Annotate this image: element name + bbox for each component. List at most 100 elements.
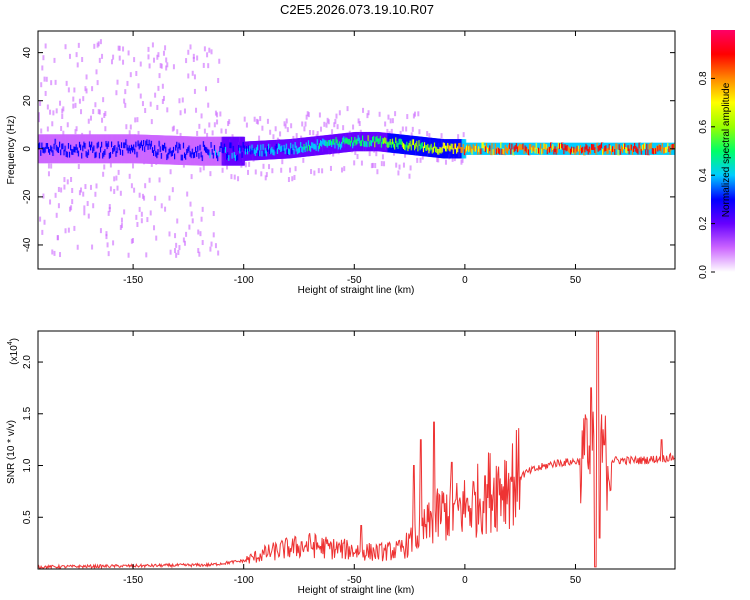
spectrogram-cell [91, 86, 94, 92]
spectrogram-cell [218, 58, 221, 64]
spectrogram-cell [155, 235, 158, 241]
snr-panel: -150 -100 -50 0 50 0.5 1.0 1.5 2.0 Height of st… [6, 330, 676, 596]
spectrogram-cell [165, 57, 168, 63]
spectrogram-cell [181, 97, 184, 103]
spectrogram-cell [67, 87, 70, 93]
spectrogram-cell [162, 50, 165, 56]
snr-series-line [38, 331, 675, 569]
spectrogram-cell [45, 76, 48, 82]
spectrogram-cell [151, 42, 154, 48]
spectrogram-cell [49, 109, 52, 115]
spectrogram-cell [76, 62, 79, 68]
spectrogram-cell [217, 77, 220, 83]
spectrogram-cell [428, 133, 431, 139]
spectrogram-cell [206, 132, 209, 138]
spectrogram-cell [109, 162, 112, 168]
spectrogram-cell [412, 113, 415, 119]
spectrogram-cell [133, 57, 136, 63]
spectrogram-cell [136, 221, 139, 227]
spectrogram-cell [416, 157, 419, 163]
spectrogram-cell [325, 122, 328, 128]
spectrogram-cell [49, 199, 52, 205]
spectrogram-cell [140, 211, 143, 217]
spectrogram-cell [237, 176, 240, 182]
spectrogram-cell [204, 86, 207, 92]
spectrogram-cell [392, 150, 395, 156]
spectrogram-marks [38, 39, 675, 258]
spectrogram-cell [418, 129, 421, 135]
spectrogram-cell [357, 118, 360, 124]
spectrogram-cell [321, 168, 324, 174]
spectrogram-cell [110, 59, 113, 65]
spectrogram-cell [164, 206, 167, 212]
spectrogram-cell [284, 123, 287, 129]
spectrogram-cell [338, 110, 341, 116]
spectrogram-cell [444, 159, 447, 165]
spectrogram-cell [207, 63, 210, 69]
spectrogram-cell [83, 210, 86, 216]
spectrogram-cell [395, 162, 398, 168]
spectrogram-cell [128, 173, 131, 179]
spectrogram-cell [371, 162, 374, 168]
colorbar-tick-label: 0.4 [698, 168, 709, 182]
spectrogram-cell [182, 162, 185, 168]
spectrogram-cell [210, 49, 213, 55]
spectrogram-cell [64, 228, 67, 234]
spectrogram-cell [389, 118, 392, 124]
spectrogram-cell [135, 214, 138, 220]
spectrogram-cell [154, 92, 157, 98]
spectrogram-cell [68, 206, 71, 212]
spectrogram-cell [84, 184, 87, 190]
spectrogram-cell [118, 45, 121, 51]
spectrogram-cell [56, 235, 59, 241]
colorbar-tick-label: 0.2 [698, 216, 709, 230]
y-tick-label: 1.0 [22, 458, 33, 472]
spectrogram-cell [128, 130, 131, 136]
spectrogram-cell [46, 126, 49, 132]
spectrogram-cell [274, 126, 277, 132]
spectrogram-cell [213, 122, 216, 128]
spectrogram-cell [127, 50, 130, 56]
spectrogram-cell [138, 206, 141, 212]
spectrogram-cell [116, 185, 119, 191]
spectrogram-cell [262, 163, 265, 169]
spectrogram-cell [76, 244, 79, 250]
spectrogram-cell [214, 243, 217, 249]
spectrogram-cell [147, 54, 150, 60]
spectrogram-cell [81, 57, 84, 63]
spectrogram-cell [286, 127, 289, 133]
spectrogram-cell [172, 64, 175, 70]
spectrogram-cell [99, 39, 102, 45]
spectrogram-cell [67, 227, 70, 233]
spectrogram-cell [244, 162, 247, 168]
spectrogram-cell [317, 168, 320, 174]
spectrogram-cell [95, 183, 98, 189]
x-tick-label: -150 [123, 275, 143, 286]
spectrogram-cell [119, 224, 122, 230]
spectrogram-cell [107, 210, 110, 216]
spectrogram-cell [125, 124, 128, 130]
spectrogram-cell [335, 113, 338, 119]
spectrogram-cell [183, 108, 186, 114]
spectrogram-cell [301, 121, 304, 127]
spectrogram-cell [440, 133, 443, 139]
spectrogram-cell [162, 95, 165, 101]
spectrogram-cell [192, 53, 195, 59]
spectrogram-cell [115, 90, 118, 96]
spectrogram-cell [307, 112, 310, 118]
spectrogram-cell [356, 154, 359, 160]
snr-scale-exp: 4 [7, 341, 14, 345]
spectrogram-cell [126, 80, 129, 86]
spectrogram-cell [150, 161, 153, 167]
spectrogram-cell [295, 133, 298, 139]
spectrogram-cell [120, 217, 123, 223]
spectrogram-cell [75, 52, 78, 58]
spectrogram-cell [203, 46, 206, 52]
x-tick-label: 0 [462, 275, 468, 286]
spectrogram-cell [336, 124, 339, 130]
spectrogram-cell [386, 128, 389, 134]
spectrogram-cell [43, 219, 46, 225]
spectrogram-cell [47, 163, 50, 169]
spectrogram-cell [52, 110, 55, 116]
spectrogram-cell [148, 177, 151, 183]
